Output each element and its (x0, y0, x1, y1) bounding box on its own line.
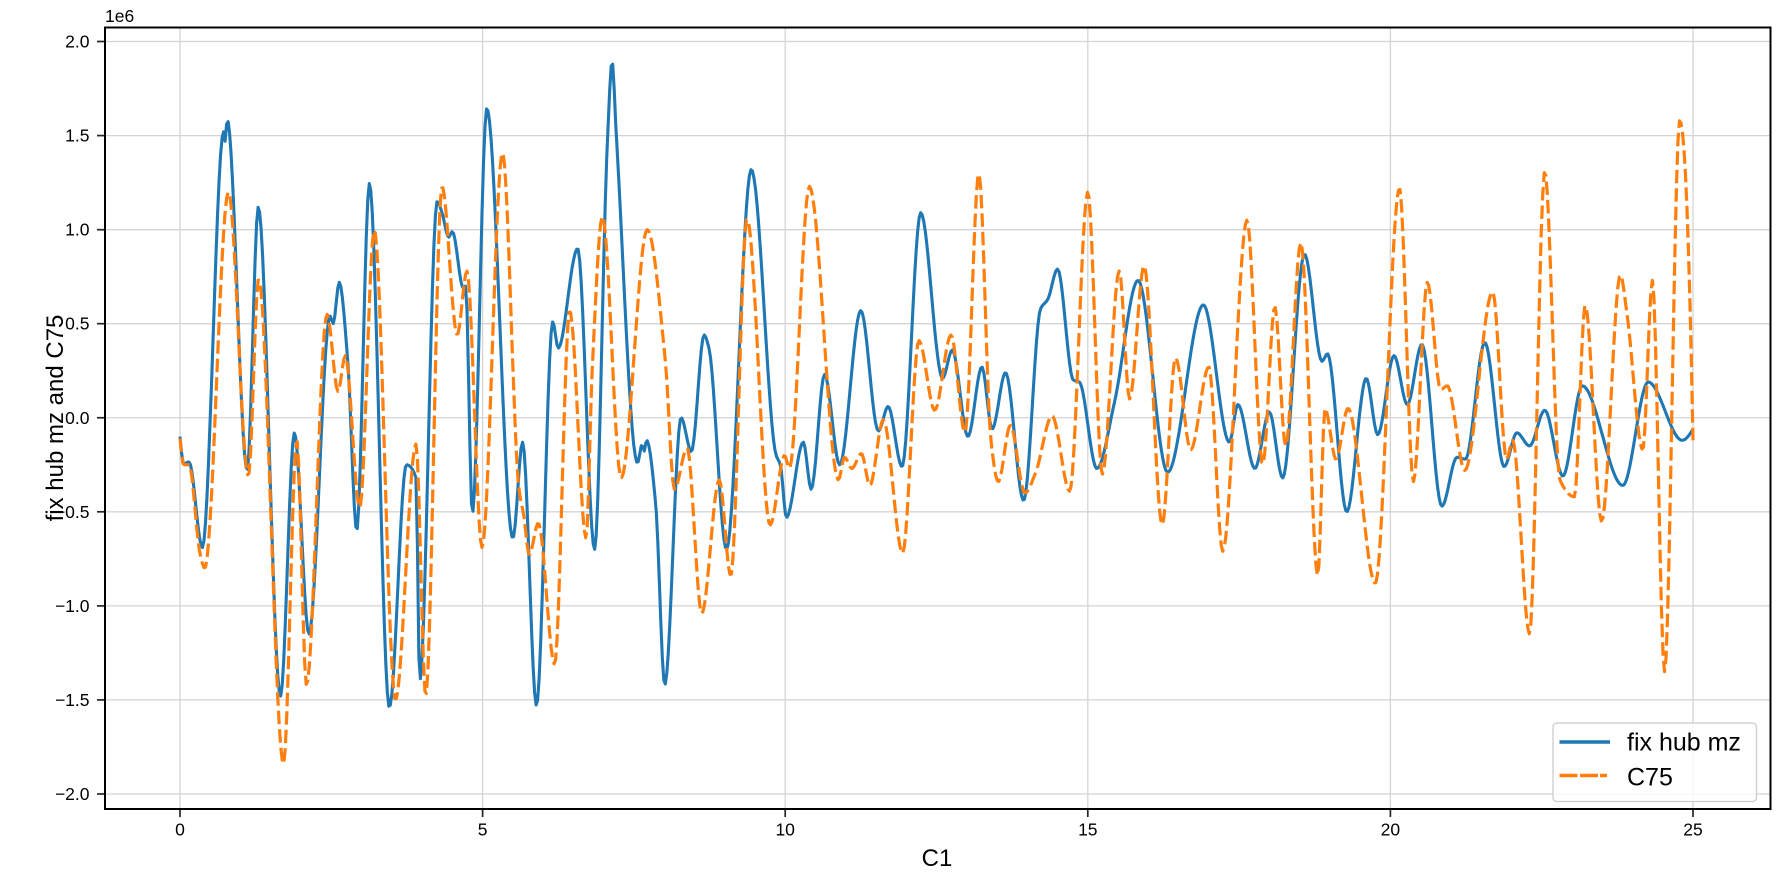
svg-text:2.0: 2.0 (65, 32, 90, 52)
svg-text:0.0: 0.0 (65, 408, 90, 428)
svg-text:−2.0: −2.0 (55, 784, 90, 804)
svg-text:5: 5 (478, 820, 488, 840)
svg-text:1.5: 1.5 (65, 126, 89, 146)
svg-text:25: 25 (1683, 820, 1702, 840)
svg-text:−1.5: −1.5 (55, 690, 90, 710)
svg-text:0: 0 (175, 820, 185, 840)
svg-text:15: 15 (1078, 820, 1097, 840)
svg-text:0.5: 0.5 (65, 314, 89, 334)
svg-text:−0.5: −0.5 (55, 502, 90, 522)
svg-text:10: 10 (775, 820, 795, 840)
svg-text:−1.0: −1.0 (55, 596, 90, 616)
svg-text:C75: C75 (1627, 764, 1673, 792)
svg-text:20: 20 (1381, 820, 1401, 840)
svg-text:C1: C1 (922, 845, 953, 872)
svg-text:1e6: 1e6 (105, 6, 134, 26)
svg-text:1.0: 1.0 (65, 220, 90, 240)
svg-text:fix hub mz and C75: fix hub mz and C75 (42, 315, 69, 522)
svg-text:fix hub mz: fix hub mz (1627, 729, 1741, 757)
